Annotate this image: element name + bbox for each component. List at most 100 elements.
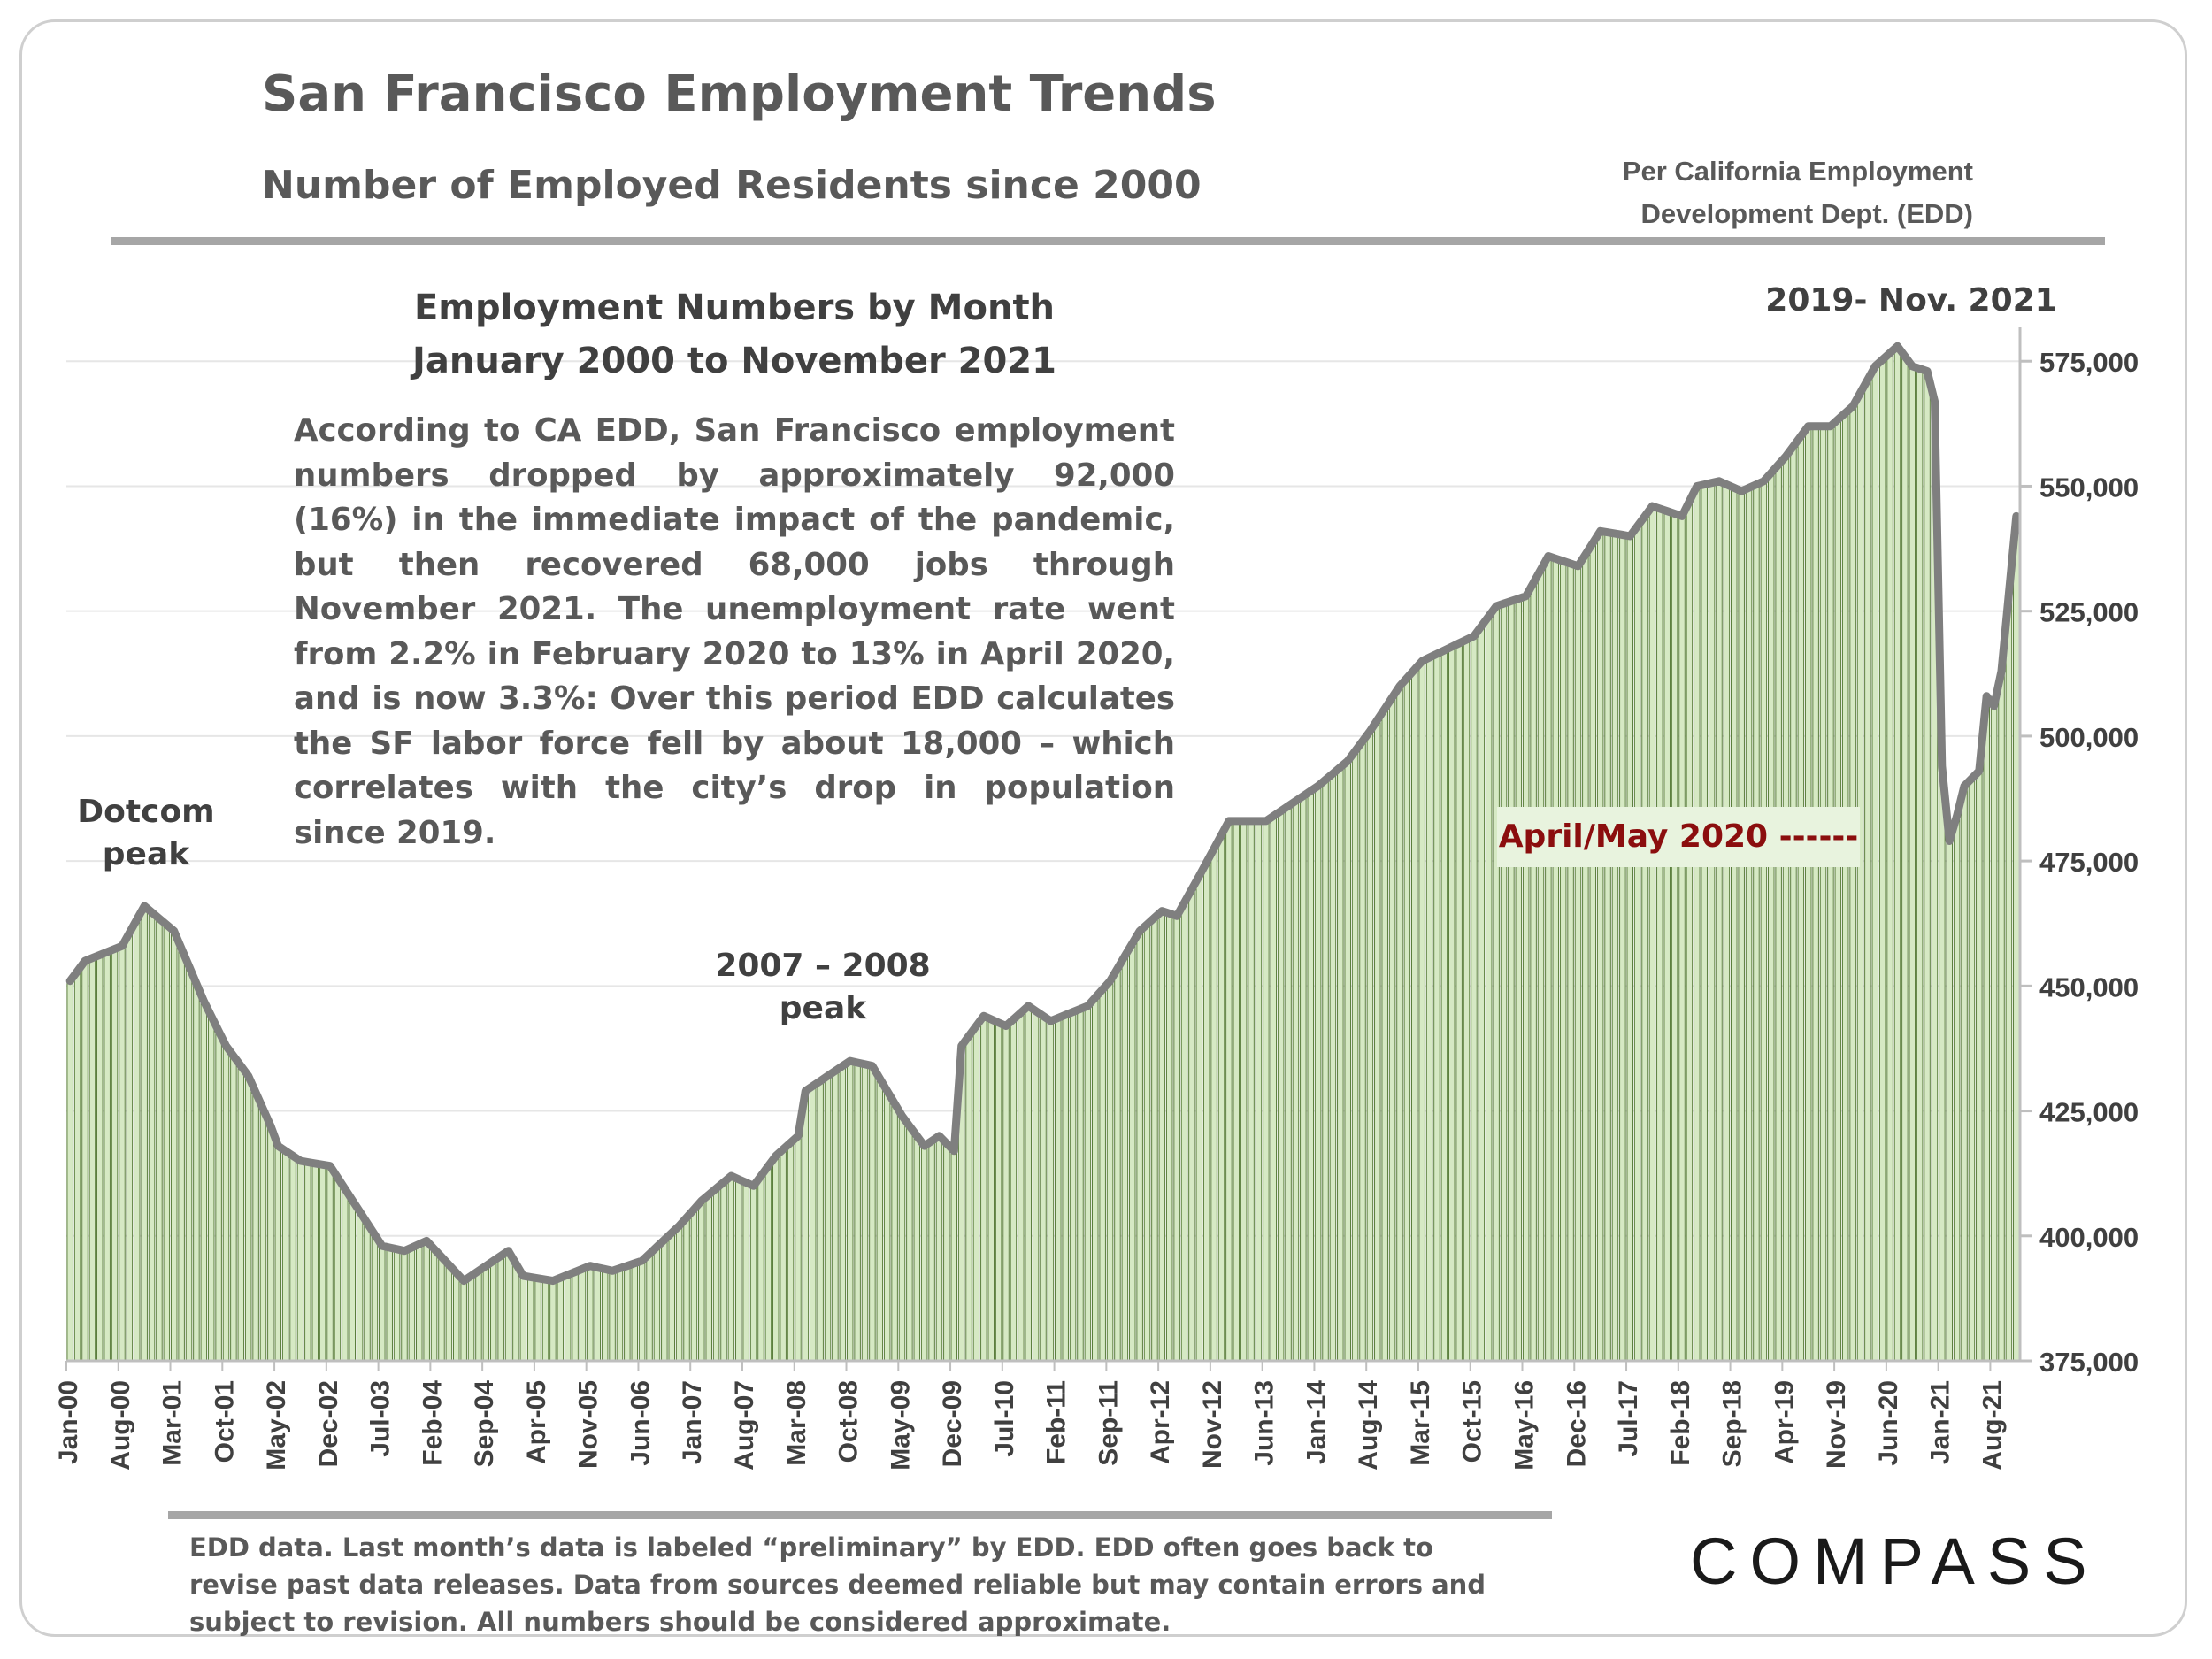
bar: [1738, 490, 1745, 1362]
bar: [1032, 1010, 1040, 1362]
bar: [1106, 980, 1114, 1362]
bar: [1619, 534, 1626, 1362]
bar: [141, 905, 148, 1362]
bar: [1478, 626, 1486, 1362]
x-tick-label: Nov-19: [1822, 1380, 1851, 1469]
bar: [1924, 371, 1931, 1362]
bar: [1077, 1008, 1084, 1362]
x-tick-label: Jul-10: [990, 1380, 1019, 1457]
bar: [1463, 639, 1471, 1362]
annotation-dotcom-line-2: peak: [102, 836, 190, 872]
bar: [683, 1217, 690, 1362]
bar: [393, 1248, 401, 1362]
bar: [1381, 708, 1388, 1362]
bar: [519, 1275, 527, 1362]
bar: [1359, 741, 1366, 1362]
x-tick-label: Sep-11: [1094, 1380, 1123, 1466]
bar: [1686, 500, 1694, 1362]
bar: [1210, 848, 1217, 1362]
bar: [1745, 487, 1753, 1362]
bar: [504, 1250, 512, 1362]
bar: [281, 1150, 289, 1362]
bar: [920, 1145, 928, 1362]
bar: [1864, 379, 1871, 1362]
bar: [73, 970, 81, 1362]
y-tick-label: 475,000: [2039, 847, 2139, 878]
bar: [1322, 779, 1329, 1362]
bar: [1344, 760, 1351, 1362]
bar: [1165, 912, 1173, 1362]
bar: [96, 954, 104, 1362]
bar: [193, 983, 200, 1362]
bar: [1418, 660, 1425, 1362]
bar: [616, 1267, 624, 1362]
bar: [943, 1142, 950, 1362]
bar: [1351, 750, 1359, 1362]
x-tick-label: Mar-01: [158, 1380, 188, 1466]
bar: [1663, 511, 1671, 1362]
bar: [1893, 345, 1901, 1362]
bar: [2013, 515, 2020, 1362]
bar: [601, 1268, 609, 1362]
x-tick-label: Jan-07: [678, 1380, 707, 1464]
compass-logo: COMPASS: [1690, 1525, 2100, 1598]
bar: [1976, 770, 1983, 1362]
bar: [742, 1182, 749, 1362]
bar: [475, 1270, 482, 1362]
bar: [1188, 888, 1195, 1362]
bar: [207, 1015, 215, 1362]
bar: [876, 1078, 884, 1362]
footer-note: EDD data. Last month’s data is labeled “…: [189, 1532, 1486, 1637]
x-tick-label: Jul-03: [366, 1380, 396, 1457]
x-tick-label: Apr-19: [1770, 1380, 1799, 1464]
x-tick-label: Mar-08: [782, 1380, 811, 1466]
bar: [148, 911, 156, 1362]
bar: [1678, 515, 1686, 1362]
bar: [311, 1163, 319, 1362]
bar: [817, 1080, 824, 1362]
bar: [764, 1165, 772, 1362]
bar: [1121, 955, 1129, 1362]
bar: [1841, 412, 1849, 1362]
header-divider: [111, 237, 2105, 245]
bar: [1069, 1011, 1077, 1362]
footer-divider: [168, 1511, 1552, 1519]
x-tick-label: Dec-09: [938, 1380, 967, 1467]
bar: [379, 1245, 386, 1362]
y-tick-label: 375,000: [2039, 1347, 2139, 1378]
bar: [1493, 605, 1500, 1362]
bar: [1589, 541, 1597, 1362]
bar: [1856, 392, 1864, 1362]
annotation-2007-peak: 2007 – 2008 peak: [690, 945, 956, 1030]
bar: [119, 945, 126, 1362]
bar: [526, 1276, 534, 1362]
bar: [386, 1247, 393, 1362]
y-tick-label: 525,000: [2039, 597, 2139, 628]
bar: [1403, 677, 1411, 1362]
bar: [1143, 924, 1151, 1362]
bar: [1968, 778, 1976, 1362]
bar: [460, 1280, 467, 1362]
bar: [1545, 556, 1552, 1362]
annotation-april-may-2020: April/May 2020 ------: [1497, 807, 1860, 867]
bar: [1173, 915, 1180, 1362]
bar: [1055, 1017, 1062, 1362]
bar: [364, 1222, 371, 1362]
bar: [1641, 515, 1648, 1362]
bar: [1716, 480, 1723, 1362]
x-tick-label: Jan-21: [1926, 1380, 1955, 1464]
x-tick-label: May-02: [262, 1380, 291, 1471]
bar: [1240, 820, 1248, 1362]
bar: [1114, 968, 1121, 1362]
bar: [81, 960, 88, 1362]
x-tick-label: Jun-20: [1874, 1380, 1903, 1466]
x-tick-label: May-09: [886, 1380, 915, 1471]
bar: [1760, 480, 1768, 1362]
x-tick-label: Aug-14: [1354, 1380, 1383, 1471]
chart-heading: Employment Numbers by Month January 2000…: [372, 281, 1097, 388]
bar: [653, 1246, 661, 1362]
bar: [467, 1275, 475, 1362]
x-tick-label: Jan-14: [1302, 1380, 1331, 1464]
bar: [854, 1062, 861, 1362]
bar: [646, 1253, 653, 1362]
